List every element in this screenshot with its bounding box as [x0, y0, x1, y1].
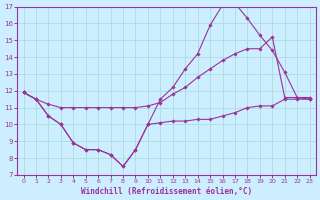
X-axis label: Windchill (Refroidissement éolien,°C): Windchill (Refroidissement éolien,°C) — [81, 187, 252, 196]
